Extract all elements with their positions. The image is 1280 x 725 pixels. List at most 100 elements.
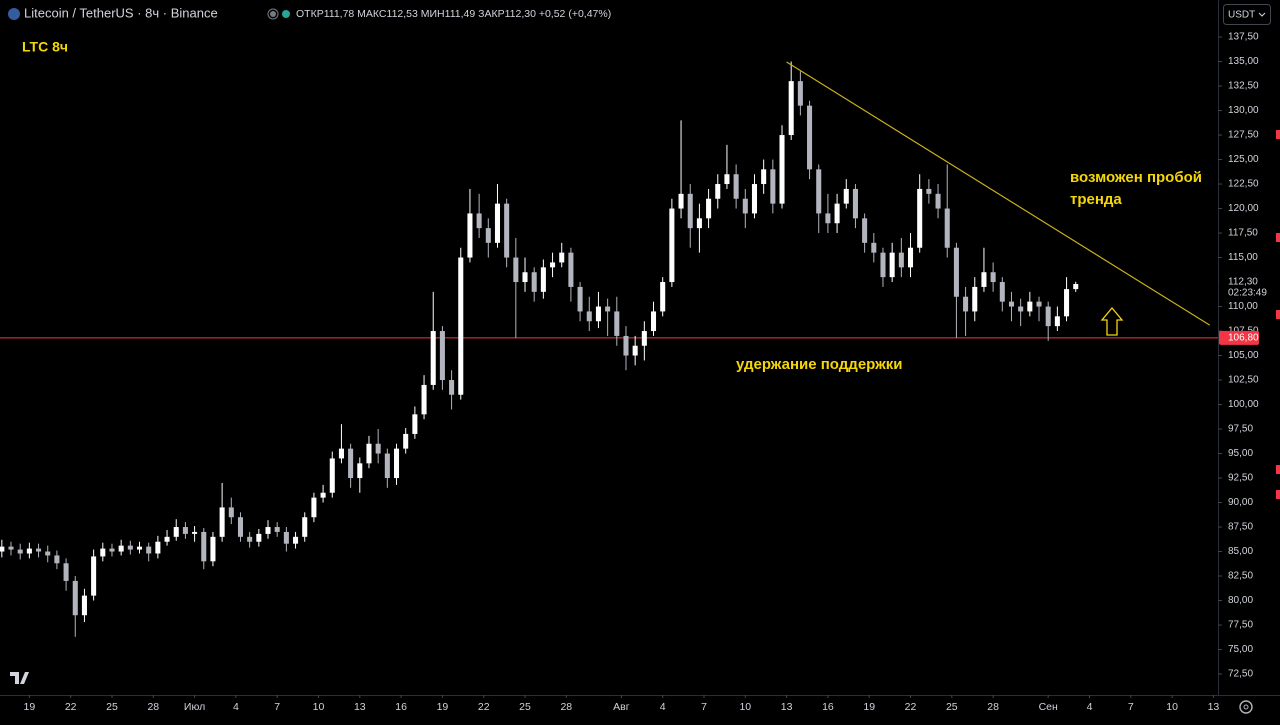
candle-body xyxy=(1045,306,1051,327)
y-tick-label: 122,50 xyxy=(1228,179,1259,190)
candle-body xyxy=(357,463,363,479)
annotation: возможен пробой xyxy=(1070,169,1202,186)
alert-marker xyxy=(1276,465,1280,474)
market-status xyxy=(282,10,290,18)
candle-body xyxy=(816,169,822,214)
y-tick-label: 77,50 xyxy=(1228,620,1253,631)
candle-body xyxy=(1008,301,1015,307)
x-tick-label: 13 xyxy=(1208,701,1220,713)
candle-body xyxy=(751,184,758,214)
x-tick-label: 25 xyxy=(519,701,531,713)
y-tick-label: 82,50 xyxy=(1228,571,1253,582)
currency-button[interactable] xyxy=(1223,4,1271,25)
alert-marker xyxy=(1276,490,1280,499)
currency-caret xyxy=(1258,12,1266,17)
candle-body xyxy=(678,193,684,209)
candle-body xyxy=(917,188,923,248)
y-tick-label: 130,00 xyxy=(1228,105,1259,116)
countdown-label: 02:23:49 xyxy=(1228,288,1267,299)
candle-body xyxy=(852,188,858,219)
candle-body xyxy=(999,282,1005,302)
trend-line xyxy=(786,61,1211,326)
candle-body xyxy=(862,218,868,243)
y-tick-label: 90,00 xyxy=(1228,497,1253,508)
candle-body xyxy=(476,213,482,229)
alert-marker xyxy=(1276,310,1280,319)
x-tick-label: 22 xyxy=(905,701,917,713)
candle-body xyxy=(687,193,693,229)
candle-body xyxy=(237,517,244,537)
candle-body xyxy=(504,203,510,258)
candle-body xyxy=(54,555,60,564)
support-price-label: 106,80 xyxy=(1228,333,1259,344)
candle-body xyxy=(660,282,666,312)
x-tick-label: 19 xyxy=(437,701,449,713)
y-tick-label: 80,00 xyxy=(1228,595,1253,606)
candle-body xyxy=(127,545,133,550)
ohlc-legend: ОТКР111,78 МАКС112,53 МИН111,49 ЗАКР112,… xyxy=(296,8,611,20)
currency-label[interactable]: USDT xyxy=(1228,10,1255,21)
candle-body xyxy=(972,286,978,312)
y-tick-label: 125,00 xyxy=(1228,154,1259,165)
chart-title[interactable]: Litecoin / TetherUS · 8ч · Binance xyxy=(24,5,218,20)
y-tick-label: 75,00 xyxy=(1228,644,1253,655)
candle-body xyxy=(963,296,969,312)
candle-body xyxy=(467,213,473,258)
x-tick-label: 4 xyxy=(660,701,666,713)
candle-body xyxy=(329,458,335,493)
candle-body xyxy=(843,188,849,204)
candle-body xyxy=(540,267,546,292)
visibility-icon[interactable] xyxy=(270,11,276,17)
candle-body xyxy=(100,548,106,557)
candle-body xyxy=(715,184,721,199)
tv-logo[interactable] xyxy=(10,672,29,684)
x-tick-label: 7 xyxy=(1128,701,1134,713)
support-price-box xyxy=(1219,330,1259,345)
candle-body xyxy=(192,531,198,534)
candle-body xyxy=(36,548,42,552)
candle-body xyxy=(265,527,271,534)
settings-icon[interactable] xyxy=(1239,700,1253,714)
candle-body xyxy=(614,311,620,336)
x-tick-label: 10 xyxy=(739,701,751,713)
y-tick-label: 110,00 xyxy=(1228,301,1258,312)
annotation: LTC 8ч xyxy=(22,39,68,55)
candle-body xyxy=(889,252,895,278)
candle-body xyxy=(219,507,225,537)
candle-body xyxy=(935,193,941,209)
candle-body xyxy=(788,81,794,136)
symbol-icon[interactable] xyxy=(8,8,20,20)
candle-body xyxy=(568,252,574,287)
x-tick-label: Июл xyxy=(184,701,205,713)
candle-body xyxy=(45,551,51,556)
candle-body xyxy=(871,242,877,253)
candle-body xyxy=(770,169,776,204)
candle-body xyxy=(898,252,904,268)
y-tick-label: 72,50 xyxy=(1228,669,1253,680)
candle-body xyxy=(164,536,170,542)
candle-body xyxy=(348,448,354,479)
candle-body xyxy=(1054,316,1060,327)
y-tick-label: 92,50 xyxy=(1228,473,1253,484)
x-tick-label: 28 xyxy=(987,701,999,713)
x-tick-label: 25 xyxy=(946,701,958,713)
candle-body xyxy=(293,536,299,544)
candle-body xyxy=(880,252,886,278)
candle-body xyxy=(256,533,262,542)
x-tick-label: Сен xyxy=(1039,701,1058,713)
candle-body xyxy=(118,545,124,552)
candle-body xyxy=(807,105,813,170)
y-tick-label: 115,00 xyxy=(1228,252,1258,263)
y-tick-label: 120,00 xyxy=(1228,203,1259,214)
candle-body xyxy=(302,517,308,537)
x-tick-label: Авг xyxy=(613,701,630,713)
candle-body xyxy=(797,81,803,106)
candle-body xyxy=(201,531,207,562)
plot xyxy=(0,61,1218,637)
candle-body xyxy=(109,548,115,552)
x-tick-label: 22 xyxy=(65,701,77,713)
y-tick-label: 135,00 xyxy=(1228,56,1259,67)
y-tick-label: 95,00 xyxy=(1228,448,1253,459)
candle-body xyxy=(577,286,583,312)
